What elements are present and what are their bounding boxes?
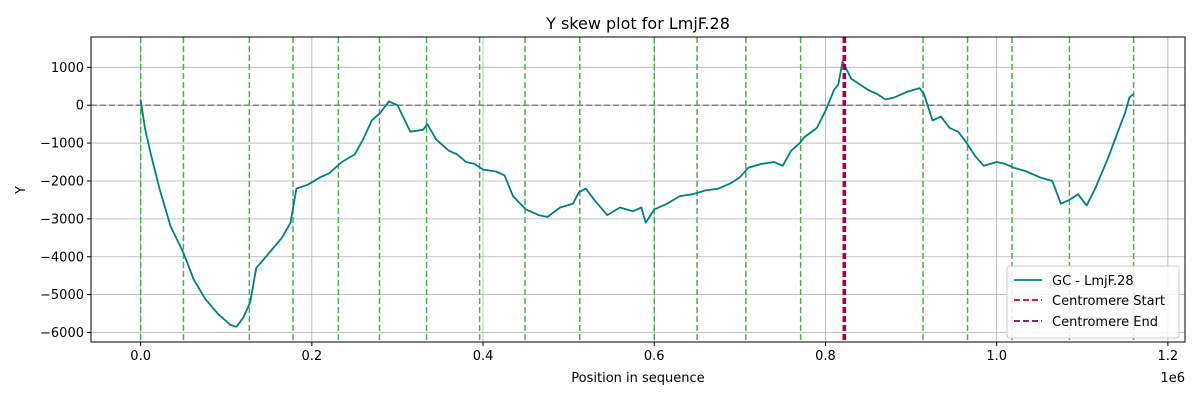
legend-label-centromere-end: Centromere End — [1052, 315, 1158, 330]
y-axis-label: Y — [14, 186, 29, 195]
legend: GC - LmjF.28 Centromere Start Centromere… — [1006, 265, 1180, 339]
x-tick-label: 1.0 — [986, 349, 1007, 364]
x-tick-label: 0.2 — [302, 349, 323, 364]
gc-skew-line — [139, 60, 1135, 328]
y-tick-label: −4000 — [40, 250, 84, 265]
y-tick-label: −5000 — [40, 288, 84, 303]
chart-title: Y skew plot for LmjF.28 — [545, 14, 730, 33]
series-layer — [139, 37, 1135, 342]
marker-lines — [91, 37, 1185, 342]
legend-label-centromere-start: Centromere Start — [1052, 294, 1165, 309]
axis-ticks: 0.0 0.2 0.4 0.6 0.8 1.0 1.2 −6000 −5000 −4000 −300… — [40, 61, 1178, 364]
x-tick-label: 0.8 — [815, 349, 836, 364]
x-axis-offset-label: 1e6 — [1160, 371, 1185, 386]
y-tick-label: −6000 — [40, 326, 84, 341]
y-tick-label: 1000 — [51, 61, 84, 76]
x-tick-label: 0.0 — [130, 349, 151, 364]
legend-box — [1006, 265, 1180, 339]
y-tick-label: −1000 — [40, 137, 84, 152]
y-tick-label: 0 — [76, 99, 84, 114]
x-tick-label: 0.6 — [644, 349, 665, 364]
x-tick-label: 1.2 — [1158, 349, 1179, 364]
x-tick-label: 0.4 — [473, 349, 494, 364]
legend-label-gc: GC - LmjF.28 — [1052, 274, 1134, 289]
y-tick-label: −3000 — [40, 212, 84, 227]
y-tick-label: −2000 — [40, 174, 84, 189]
x-axis-label: Position in sequence — [571, 371, 704, 386]
plot-frame — [90, 36, 1186, 343]
